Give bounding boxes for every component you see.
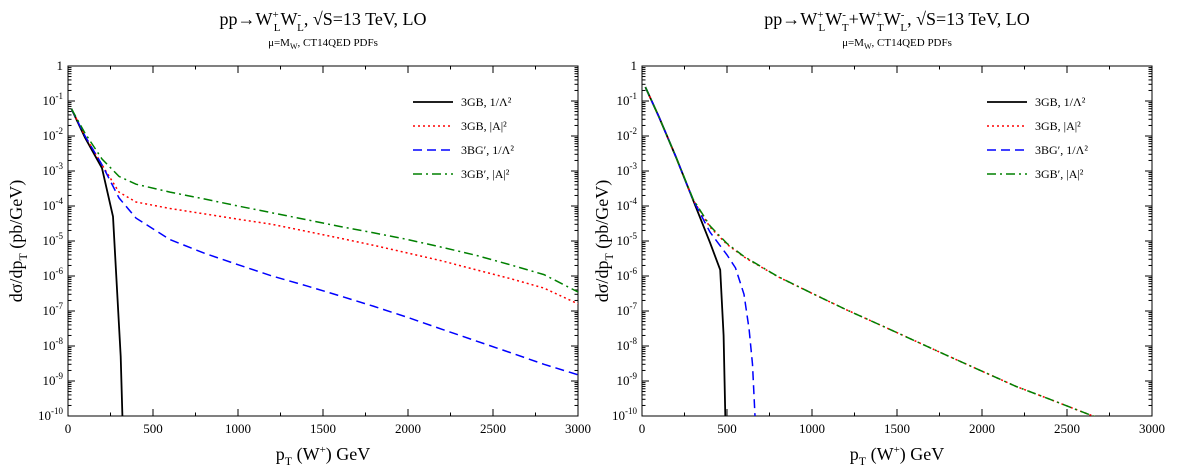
y-tick-label: 10-9 — [617, 371, 638, 388]
series-group — [644, 86, 1096, 416]
y-tick-labels: 10-10 10-9 10-8 10-7 10-6 10-5 10-4 10-3 10-2 10-… — [612, 58, 637, 423]
legend: 3GB, 1/Λ² 3GB, |A|² 3BG′, 1/Λ² 3GB′, |A|² — [413, 95, 514, 181]
y-tick-label: 10-1 — [43, 91, 64, 108]
y-tick-label: 10-4 — [43, 196, 64, 213]
series-line-4 — [644, 86, 1096, 416]
x-tick-label: 1500 — [310, 421, 336, 436]
y-tick-label: 10-4 — [617, 196, 638, 213]
y-tick-label: 10-3 — [43, 161, 64, 178]
axis-ticks — [641, 65, 1153, 417]
x-tick-labels: 0 500 1000 1500 2000 2500 3000 — [639, 421, 1165, 436]
x-tick-label: 500 — [717, 421, 737, 436]
series-line-1 — [70, 108, 124, 416]
y-tick-labels: 10-10 10-9 10-8 10-7 10-6 10-5 10-4 10-3 10-2 10-… — [38, 58, 63, 423]
chart-subtitle: μ=MW, CT14QED PDFs — [842, 37, 952, 51]
x-tick-label: 3000 — [1139, 421, 1165, 436]
legend-label: 3BG′, 1/Λ² — [1035, 143, 1088, 157]
x-tick-label: 2500 — [480, 421, 506, 436]
y-tick-label: 10-5 — [43, 231, 64, 248]
series-line-2 — [70, 108, 578, 305]
x-tick-label: 1000 — [225, 421, 251, 436]
x-tick-label: 0 — [639, 421, 646, 436]
legend-label: 3GB, 1/Λ² — [461, 95, 512, 109]
y-tick-label: 10-7 — [43, 301, 64, 318]
x-tick-label: 2500 — [1054, 421, 1080, 436]
y-tick-label: 10-3 — [617, 161, 638, 178]
x-tick-label: 1000 — [799, 421, 825, 436]
y-tick-label: 10-9 — [43, 371, 64, 388]
legend-label: 3GB, |A|² — [1035, 119, 1081, 133]
x-tick-label: 2000 — [969, 421, 995, 436]
series-line-2 — [644, 86, 1096, 416]
y-axis-label: dσ/dpT (pb/GeV) — [592, 180, 616, 303]
y-tick-label: 10-1 — [617, 91, 638, 108]
x-tick-label: 500 — [143, 421, 163, 436]
legend: 3GB, 1/Λ² 3GB, |A|² 3BG′, 1/Λ² 3GB′, |A|² — [987, 95, 1088, 181]
y-tick-label: 10-6 — [43, 266, 64, 283]
y-tick-label: 1 — [57, 58, 64, 73]
y-tick-label: 10-10 — [612, 406, 637, 423]
axis-ticks — [67, 65, 579, 417]
chart-panel-left: pp→W+ LW-L, √S=13 TeV, LO μ=MW, CT14QED P… — [6, 9, 591, 467]
series-line-3 — [70, 108, 578, 376]
y-axis-label: dσ/dpT (pb/GeV) — [6, 180, 30, 303]
y-tick-label: 10-10 — [38, 406, 63, 423]
series-line-4 — [70, 108, 578, 293]
y-tick-label: 10-8 — [617, 336, 638, 353]
series-line-1 — [644, 86, 727, 416]
x-tick-labels: 0 500 1000 1500 2000 2500 3000 — [65, 421, 591, 436]
legend-label: 3GB, |A|² — [461, 119, 507, 133]
legend-label: 3GB′, |A|² — [461, 167, 510, 181]
y-tick-label: 10-5 — [617, 231, 638, 248]
chart-title: pp→W+ LW-L, √S=13 TeV, LO — [220, 9, 427, 34]
legend-label: 3GB, 1/Λ² — [1035, 95, 1086, 109]
legend-label: 3BG′, 1/Λ² — [461, 143, 514, 157]
y-tick-label: 10-7 — [617, 301, 638, 318]
legend-label: 3GB′, |A|² — [1035, 167, 1084, 181]
chart-title: pp→W+ LW-T+W+ TW-L, √S=13 TeV, LO — [764, 9, 1029, 34]
series-group — [70, 108, 578, 416]
y-tick-label: 10-6 — [617, 266, 638, 283]
y-tick-label: 10-2 — [43, 126, 64, 143]
x-tick-label: 2000 — [395, 421, 421, 436]
y-tick-label: 10-8 — [43, 336, 64, 353]
x-axis-label: pT (W+) GeV — [850, 444, 945, 467]
chart-panel-right: pp→W+ LW-T+W+ TW-L, √S=13 TeV, LO μ=MW, CT… — [592, 9, 1165, 467]
chart-subtitle: μ=MW, CT14QED PDFs — [268, 37, 378, 51]
x-tick-label: 3000 — [565, 421, 591, 436]
y-tick-label: 10-2 — [617, 126, 638, 143]
x-tick-label: 1500 — [884, 421, 910, 436]
y-tick-label: 1 — [631, 58, 638, 73]
x-axis-label: pT (W+) GeV — [276, 444, 371, 467]
x-tick-label: 0 — [65, 421, 72, 436]
